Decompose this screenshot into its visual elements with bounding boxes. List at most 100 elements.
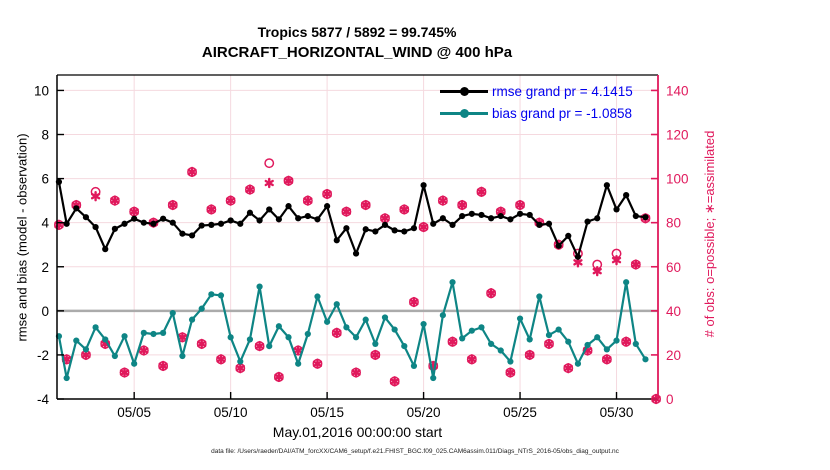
assimilated-marker [631,259,641,270]
bias-point [574,360,582,367]
assimilated-marker-stroke [158,362,168,370]
legend-label-bias: bias grand pr = -1.0858 [492,105,632,121]
bias-point [372,340,379,347]
x-tick-label: 05/25 [503,405,537,420]
bias-point [92,324,99,331]
rmse-point [478,211,485,219]
assimilated-marker-stroke [380,215,390,222]
left-tick-label: 4 [41,216,49,231]
left-tick-label: 0 [41,304,49,319]
rmse-point [102,246,109,253]
bias-point [391,326,398,333]
rmse-point [237,220,244,227]
assimilated-marker-stroke [544,340,554,348]
rmse-point [420,182,427,189]
assimilated-marker-stroke [389,378,400,385]
assimilated-marker [361,199,371,211]
plot-subtitle: AIRCRAFT_HORIZONTAL_WIND @ 400 hPa [201,44,513,61]
bias-point [352,334,360,341]
assimilated-marker [197,338,207,350]
assimilated-marker [505,367,516,378]
rmse-point [246,209,254,216]
rmse-point [256,217,263,224]
assimilated-marker-stroke [621,338,631,345]
rmse-point [92,223,99,231]
rmse-point [362,226,369,233]
bias-point [140,329,147,336]
assimilated-marker [438,195,448,206]
assimilated-marker [418,221,429,233]
rmse-point [613,206,620,213]
assimilated-marker [592,265,602,277]
assimilated-marker-stroke [515,201,525,209]
left-tick-label: -2 [37,348,49,363]
assimilated-marker [476,186,487,198]
assimilated-marker-stroke [351,369,361,376]
assimilated-marker-stroke [370,351,381,359]
assimilated-marker-stroke [525,351,535,359]
assimilated-marker-stroke [592,267,602,275]
assimilated-marker [409,296,419,308]
rmse-point [227,217,234,224]
bias-point [275,323,282,330]
assimilated-marker-stroke [206,206,217,213]
assimilated-marker [467,354,477,365]
rmse-point [507,216,514,223]
assimilated-marker [515,199,525,211]
bias-point [642,356,649,363]
bias-point [266,343,273,350]
bias-point [623,279,630,286]
assimilated-marker [611,254,622,266]
assimilated-marker-stroke [486,290,496,297]
rmse-point [343,225,350,232]
bias-point [217,292,225,299]
assimilated-marker-stroke [216,356,226,363]
rmse-point [536,221,543,228]
right-tick-label: 140 [666,83,689,98]
assimilated-marker-stroke [187,168,197,176]
assimilated-marker [563,362,573,374]
legend: rmse grand pr = 4.1415 bias grand pr = -… [440,80,633,124]
rmse-point [594,215,601,222]
left-tick-label: -4 [37,392,49,407]
bias-point [536,293,543,300]
bias-point [516,315,524,322]
rmse-point [526,211,533,219]
bias-point [285,334,292,341]
rmse-point [555,242,562,249]
bias-point [420,320,427,328]
rmse-point [333,237,340,244]
rmse-point [295,215,302,222]
bias-point [343,324,350,331]
bias-point [131,360,138,367]
assimilated-marker-stroke [254,342,265,350]
bias-point [478,324,485,331]
rmse-point [150,220,157,227]
assimilated-marker [206,204,217,215]
bias-point [507,358,514,365]
bias-point [237,358,244,365]
bias-point [603,346,610,353]
assimilated-marker-stroke [110,197,120,204]
rmse-point [63,220,70,227]
right-tick-label: 40 [666,304,681,319]
plot-title: Tropics 5877 / 5892 = 99.745% [257,24,457,40]
assimilated-marker [525,349,535,361]
rmse-point [121,220,128,227]
assimilated-marker [139,345,149,356]
rmse-point [208,221,215,228]
bias-line-swatch [440,102,488,124]
assimilated-marker-stroke [631,261,641,268]
left-tick-label: 2 [41,260,49,275]
assimilated-marker-stroke [235,364,245,372]
rmse-point [565,232,572,239]
bias-point [150,330,157,338]
assimilated-marker-stroke [81,351,91,359]
assimilated-marker [312,358,323,369]
rmse-point [111,225,118,232]
x-tick-label: 05/05 [117,405,151,420]
assimilated-marker-stroke [341,208,352,215]
bias-point [497,347,504,354]
rmse-point [217,220,225,227]
bias-point [555,326,562,333]
